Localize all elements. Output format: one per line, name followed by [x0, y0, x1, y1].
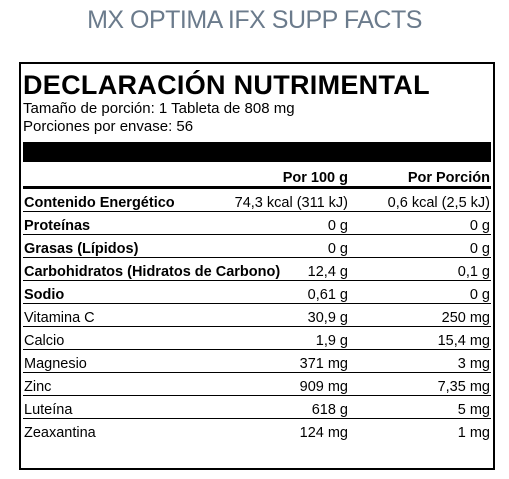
- nutrient-value: 124 mg: [299, 425, 348, 441]
- nutrient-value: 30,9 g: [213, 303, 349, 327]
- nutrient-value: 0,1 g: [349, 257, 491, 281]
- nutrition-label: DECLARACIÓN NUTRIMENTAL Tamaño de porció…: [19, 62, 495, 470]
- table-row: Zinc 909 mg 7,35 mg: [23, 372, 491, 396]
- nutrient-value: 1 mg: [457, 425, 490, 441]
- header-row: Por 100 g Por Porción: [23, 162, 491, 189]
- table-row: Carbohidratos (Hidratos de Carbono) 12,4 …: [23, 257, 491, 281]
- nutrient-value: 0 g: [349, 211, 491, 235]
- nutrient-name: Magnesio: [23, 349, 213, 373]
- nutrient-value: 74,3 kcal (311 kJ): [213, 187, 349, 212]
- table-row: Contenido Energético 74,3 kcal (311 kJ) 0,…: [23, 187, 491, 212]
- table-row: Calcio 1,9 g 15,4 mg: [23, 326, 491, 350]
- nutrient-value: 1,9 g: [213, 326, 349, 350]
- table-row: Magnesio 371 mg 3 mg: [23, 349, 491, 373]
- header-cell: Por 100 g: [213, 162, 349, 189]
- label-title: DECLARACIÓN NUTRIMENTAL: [23, 70, 430, 100]
- nutrient-value: 0 g: [349, 234, 491, 258]
- nutrient-value: 618 g: [213, 395, 349, 419]
- nutrient-value: 12,4 g: [213, 257, 349, 281]
- header-cell: [23, 162, 213, 189]
- table-body: Por 100 g Por Porción Contenido Energéti…: [23, 162, 491, 441]
- nutrient-value: 3 mg: [349, 349, 491, 373]
- table-row: Zeaxantina 124 mg 1 mg: [23, 419, 491, 441]
- nutrient-value: 371 mg: [213, 349, 349, 373]
- black-bar: [23, 142, 491, 162]
- nutrient-name: Zinc: [23, 372, 213, 396]
- page-title: MX OPTIMA IFX SUPP FACTS: [87, 6, 422, 34]
- nutrient-name: Vitamina C: [23, 303, 213, 327]
- nutrient-name: Zeaxantina: [24, 425, 96, 441]
- nutrient-value: 15,4 mg: [349, 326, 491, 350]
- nutrient-value: 0 g: [349, 280, 491, 304]
- nutrient-name: Grasas (Lípidos): [23, 234, 213, 258]
- nutrient-value: 0,6 kcal (2,5 kJ): [349, 187, 491, 212]
- nutrient-value: 909 mg: [213, 372, 349, 396]
- nutrient-name: Luteína: [23, 395, 213, 419]
- nutrient-value: 7,35 mg: [349, 372, 491, 396]
- nutrient-value: 0,61 g: [213, 280, 349, 304]
- header-cell: Por Porción: [349, 162, 491, 189]
- nutrient-value: 0 g: [213, 211, 349, 235]
- nutrient-name: Sodio: [23, 280, 213, 304]
- nutrient-value: 250 mg: [349, 303, 491, 327]
- nutrient-name: Calcio: [23, 326, 213, 350]
- servings: Porciones por envase: 56: [23, 118, 194, 135]
- nutrient-name: Contenido Energético: [23, 187, 213, 212]
- nutrient-name: Proteínas: [23, 211, 213, 235]
- nutrient-name: Carbohidratos (Hidratos de Carbono): [23, 257, 280, 281]
- serving-size: Tamaño de porción: 1 Tableta de 808 mg: [23, 100, 295, 117]
- nutrient-value: 5 mg: [349, 395, 491, 419]
- nutrient-value: 0 g: [213, 234, 349, 258]
- table-row: Vitamina C 30,9 g 250 mg: [23, 303, 491, 327]
- nutrition-table: Por 100 g Por Porción Contenido Energéti…: [23, 162, 491, 441]
